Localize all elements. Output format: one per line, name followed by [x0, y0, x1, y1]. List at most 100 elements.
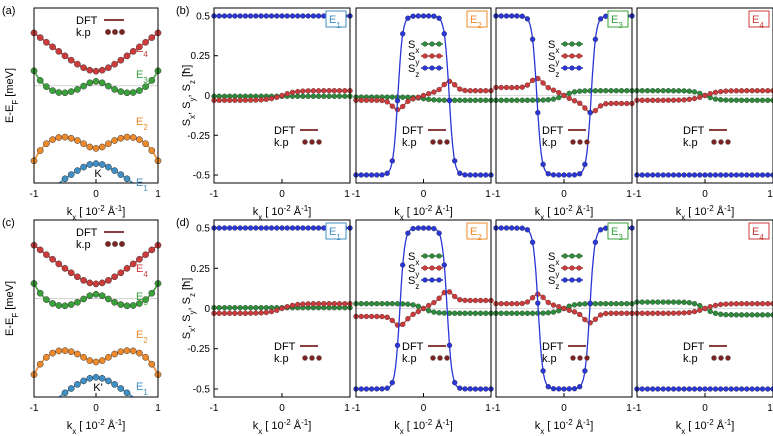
- band-label-main: E: [136, 291, 143, 303]
- spin-legend-marker: [436, 65, 442, 71]
- x-axis-label-part: -2: [284, 204, 292, 213]
- y-tick-label: -0.5: [193, 384, 211, 395]
- spin-y-axis-label-part: ,: [181, 322, 193, 328]
- x-tick-label: 0: [279, 189, 285, 200]
- spin-point-sx: [509, 97, 515, 103]
- spin-point-sx: [644, 88, 651, 94]
- spin-point-sz: [394, 98, 401, 104]
- spin-point-sy: [765, 301, 771, 307]
- spin-point-sz: [509, 225, 515, 231]
- y-axis-label: E-EF [meV]: [4, 281, 20, 336]
- spin-point-sx: [665, 299, 672, 305]
- spin-point-sy: [670, 97, 677, 103]
- spin-point-sx: [624, 301, 630, 307]
- spin-legend-label-sz: Sz: [548, 275, 559, 291]
- spin-point-sy: [728, 301, 734, 307]
- band-point-e4: [98, 66, 106, 74]
- y-tick-label: 0.5: [196, 224, 210, 235]
- spin-point-sx: [368, 301, 375, 307]
- spin-point-sy: [405, 316, 411, 322]
- spin-point-sy: [400, 103, 406, 110]
- spin-point-sy: [315, 301, 322, 307]
- spin-point-sx: [686, 88, 692, 94]
- spin-point-sz: [258, 13, 264, 19]
- spin-point-sx: [321, 93, 327, 99]
- spin-point-sy: [749, 301, 755, 307]
- spin-legend-label-sy-part: y: [415, 58, 419, 67]
- spin-y-axis-label-part: x: [188, 328, 197, 332]
- spin-point-sy: [566, 307, 572, 313]
- legend-kp-marker: [725, 355, 731, 361]
- x-axis-label-part: x: [400, 213, 404, 222]
- spin-point-sz: [571, 172, 578, 178]
- x-axis-label-part: -1: [443, 204, 451, 213]
- spin-point-sx: [691, 89, 698, 95]
- spin-point-sz: [597, 16, 604, 22]
- y-tick-label: -0.25: [187, 344, 210, 355]
- band-point-e4: [49, 255, 56, 263]
- x-tick-label: -1: [633, 189, 642, 200]
- spin-point-sy: [300, 301, 306, 307]
- spin-point-sy: [436, 295, 442, 301]
- x-tick-label: 1: [344, 189, 350, 200]
- spin-point-sx: [618, 301, 625, 307]
- band-point-e3: [55, 89, 63, 96]
- x-tick-label: 1: [626, 403, 632, 414]
- band-tag-e2: E2: [470, 226, 482, 242]
- band-label-sub: 2: [143, 336, 148, 345]
- x-axis-label-part: -2: [425, 204, 433, 213]
- band-axes-frame: [33, 7, 159, 184]
- band-point-e2: [86, 143, 94, 151]
- spin-point-sz: [550, 172, 557, 178]
- spin-legend-marker: [569, 53, 575, 59]
- legend-kp-label: k.p: [274, 353, 289, 365]
- spin-point-sy: [738, 301, 745, 307]
- spin-point-sz: [597, 227, 604, 233]
- band-point-e3: [67, 301, 75, 308]
- spin-point-sz: [670, 172, 677, 178]
- legend-kp-marker: [316, 139, 322, 145]
- spin-point-sz: [503, 13, 510, 19]
- band-point-e2: [92, 358, 100, 366]
- band-point-e4: [43, 251, 50, 259]
- band-point-e3: [74, 298, 81, 306]
- band-tag-box: [466, 10, 488, 28]
- spin-point-sx: [326, 93, 332, 99]
- band-point-e3: [129, 89, 137, 96]
- x-tick-label: 1: [767, 189, 773, 200]
- x-axis-label-part: [ 10: [544, 420, 565, 432]
- spin-point-sx: [738, 312, 745, 318]
- legend-kp-marker: [118, 28, 126, 36]
- spin-legend-label-sz-part: S: [548, 63, 555, 75]
- band-point-e1: [98, 374, 106, 382]
- x-tick-label: 1: [485, 189, 491, 200]
- spin-point-sy: [529, 295, 536, 301]
- band-point-e4: [111, 60, 118, 68]
- band-label-main: E: [136, 116, 143, 128]
- legend-dft-label: DFT: [683, 125, 705, 137]
- x-axis-label: kx [ 10-2 Å-1]: [676, 204, 735, 222]
- band-point-e2: [98, 143, 106, 151]
- spin-point-sy: [426, 91, 432, 97]
- band-point-e4: [142, 38, 149, 46]
- spin-y-axis-label-part: S: [181, 84, 193, 91]
- x-axis-label-part: k: [535, 420, 541, 432]
- spin-point-sx: [336, 93, 343, 99]
- band-point-e3: [80, 82, 87, 90]
- spin-point-sz: [529, 36, 536, 42]
- spin-point-sz: [441, 262, 447, 268]
- panel-label: (d): [176, 217, 189, 229]
- spin-point-sy: [452, 82, 458, 88]
- spin-point-sz: [691, 386, 698, 392]
- band-point-e3: [105, 82, 112, 90]
- band-axes-frame: [33, 219, 159, 398]
- spin-point-sx: [331, 93, 337, 99]
- spin-point-sy: [379, 97, 385, 104]
- spin-point-sz: [216, 13, 222, 19]
- spin-point-sz: [723, 172, 729, 178]
- legend-kp-label: k.p: [76, 27, 91, 39]
- y-axis-label-part: [meV]: [4, 68, 16, 100]
- spin-point-sy: [452, 293, 458, 300]
- x-axis-label-part: x: [540, 213, 544, 222]
- spin-point-sx: [462, 97, 468, 103]
